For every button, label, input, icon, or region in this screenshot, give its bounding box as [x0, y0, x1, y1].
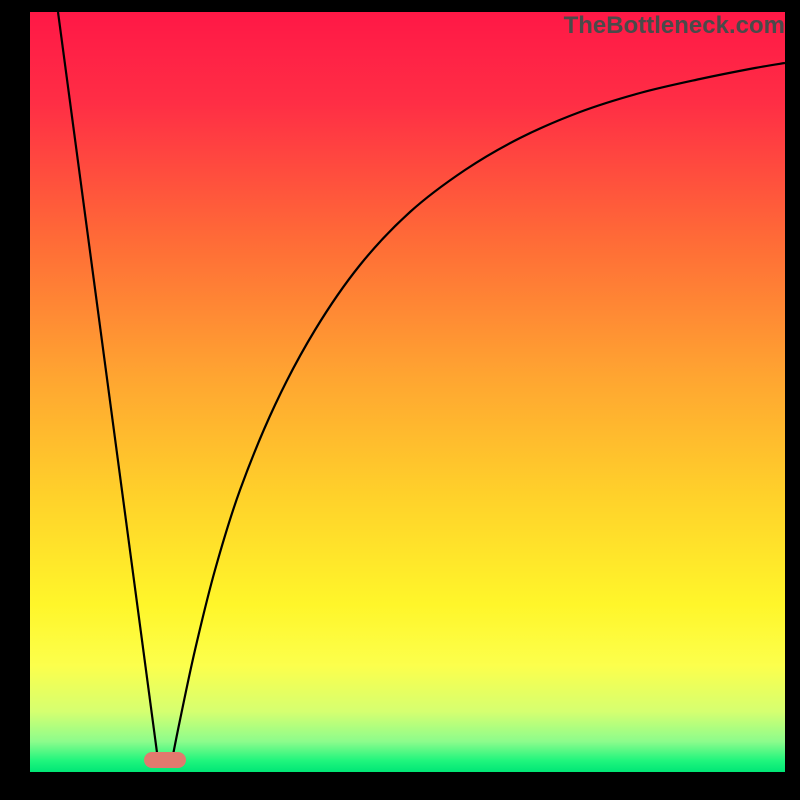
watermark-text: TheBottleneck.com [564, 12, 785, 40]
minimum-marker [144, 752, 186, 768]
plot-area [30, 12, 785, 772]
chart-container: TheBottleneck.com [0, 0, 800, 800]
curves-svg [30, 12, 785, 772]
